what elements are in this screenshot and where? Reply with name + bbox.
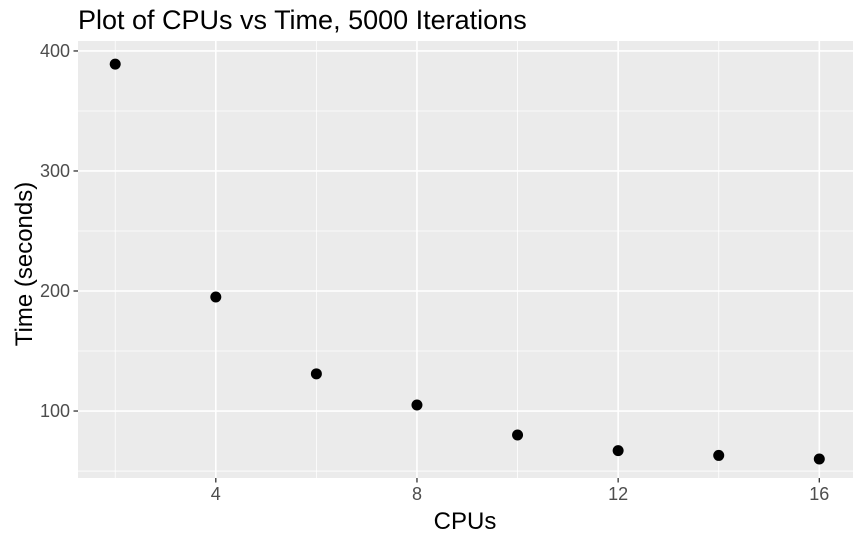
y-tick-label: 300 bbox=[40, 161, 70, 181]
data-point bbox=[210, 291, 222, 303]
plot-panel bbox=[78, 41, 853, 478]
data-point bbox=[713, 449, 725, 461]
y-axis-title: Time (seconds) bbox=[11, 182, 38, 346]
y-tick-label: 400 bbox=[40, 41, 70, 61]
minor-gridlines bbox=[78, 41, 853, 478]
axis-tick-labels: 4 8 12 16 100 200 300 400 bbox=[40, 41, 829, 504]
axis-tick-marks bbox=[73, 50, 820, 483]
x-tick-label: 8 bbox=[412, 484, 422, 504]
x-axis-title: CPUs bbox=[434, 508, 497, 535]
data-point bbox=[310, 368, 322, 380]
data-point bbox=[109, 58, 121, 70]
x-tick-label: 4 bbox=[211, 484, 221, 504]
x-tick-label: 12 bbox=[608, 484, 628, 504]
data-points bbox=[109, 58, 825, 465]
y-tick-label: 100 bbox=[40, 401, 70, 421]
y-tick-label: 200 bbox=[40, 281, 70, 301]
data-point bbox=[512, 429, 524, 441]
data-point bbox=[813, 453, 825, 465]
data-point bbox=[411, 399, 423, 411]
data-point bbox=[612, 445, 624, 457]
chart-title: Plot of CPUs vs Time, 5000 Iterations bbox=[78, 5, 527, 35]
x-tick-label: 16 bbox=[809, 484, 829, 504]
